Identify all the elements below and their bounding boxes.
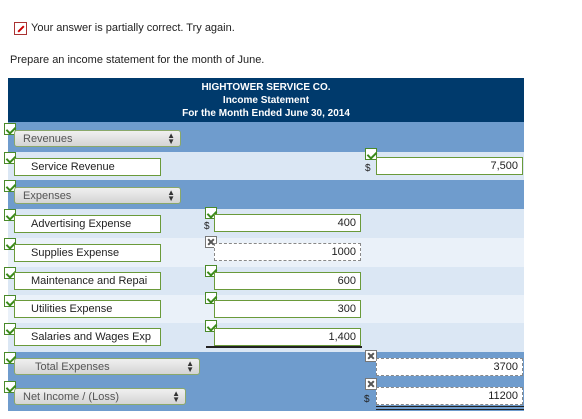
- feedback-message: Your answer is partially correct. Try ag…: [31, 22, 235, 34]
- maintenance-amount-field[interactable]: 600: [214, 272, 361, 290]
- service-revenue-account-field[interactable]: Service Revenue: [14, 158, 161, 176]
- supplies-account-field[interactable]: Supplies Expense: [14, 244, 161, 262]
- expenses-select[interactable]: Expenses ▲ ▼: [14, 187, 181, 204]
- net-income-amount-field[interactable]: 11200: [376, 387, 523, 405]
- service-revenue-amount-field[interactable]: 7,500: [376, 157, 523, 175]
- company-name: HIGHTOWER SERVICE CO.: [201, 82, 331, 93]
- subtotal-underline: [206, 346, 362, 348]
- total-expenses-select-value: Total Expenses: [35, 361, 110, 373]
- utilities-amount-field[interactable]: 300: [214, 300, 361, 318]
- select-arrows-icon: ▲ ▼: [167, 131, 175, 146]
- question-prompt: Prepare an income statement for the mont…: [10, 54, 265, 66]
- total-expenses-select[interactable]: Total Expenses ▲ ▼: [14, 358, 200, 375]
- advertising-amount-field[interactable]: 400: [214, 214, 361, 232]
- maintenance-account-field[interactable]: Maintenance and Repai: [14, 272, 161, 290]
- total-double-underline: [376, 406, 524, 410]
- statement-period: For the Month Ended June 30, 2014: [182, 108, 350, 119]
- revenues-select[interactable]: Revenues ▲ ▼: [14, 130, 181, 147]
- partial-correct-icon: [14, 22, 27, 35]
- incorrect-x-icon: [365, 378, 377, 390]
- select-arrows-icon: ▲ ▼: [172, 389, 180, 404]
- select-arrows-icon: ▲ ▼: [167, 188, 175, 203]
- advertising-account-field[interactable]: Advertising Expense: [14, 215, 161, 233]
- utilities-account-field[interactable]: Utilities Expense: [14, 300, 161, 318]
- check-icon: [4, 180, 16, 192]
- supplies-amount-field[interactable]: 1000: [214, 243, 361, 261]
- check-icon: [4, 381, 16, 393]
- expenses-select-value: Expenses: [23, 190, 72, 202]
- dollar-sign: $: [364, 394, 370, 405]
- dollar-sign: $: [365, 163, 371, 174]
- revenues-select-value: Revenues: [23, 133, 73, 145]
- incorrect-x-icon: [365, 350, 377, 362]
- net-income-select-value: Net Income / (Loss): [23, 391, 119, 403]
- statement-header: HIGHTOWER SERVICE CO. Income Statement F…: [8, 78, 524, 122]
- check-icon: [4, 123, 16, 135]
- total-expenses-amount-field[interactable]: 3700: [376, 358, 523, 376]
- check-icon: [365, 148, 377, 160]
- salaries-amount-field[interactable]: 1,400: [214, 328, 361, 346]
- dollar-sign: $: [204, 221, 210, 232]
- net-income-select[interactable]: Net Income / (Loss) ▲ ▼: [14, 388, 186, 405]
- select-arrows-icon: ▲ ▼: [186, 359, 194, 374]
- statement-title: Income Statement: [222, 95, 310, 106]
- salaries-account-field[interactable]: Salaries and Wages Exp: [14, 328, 161, 346]
